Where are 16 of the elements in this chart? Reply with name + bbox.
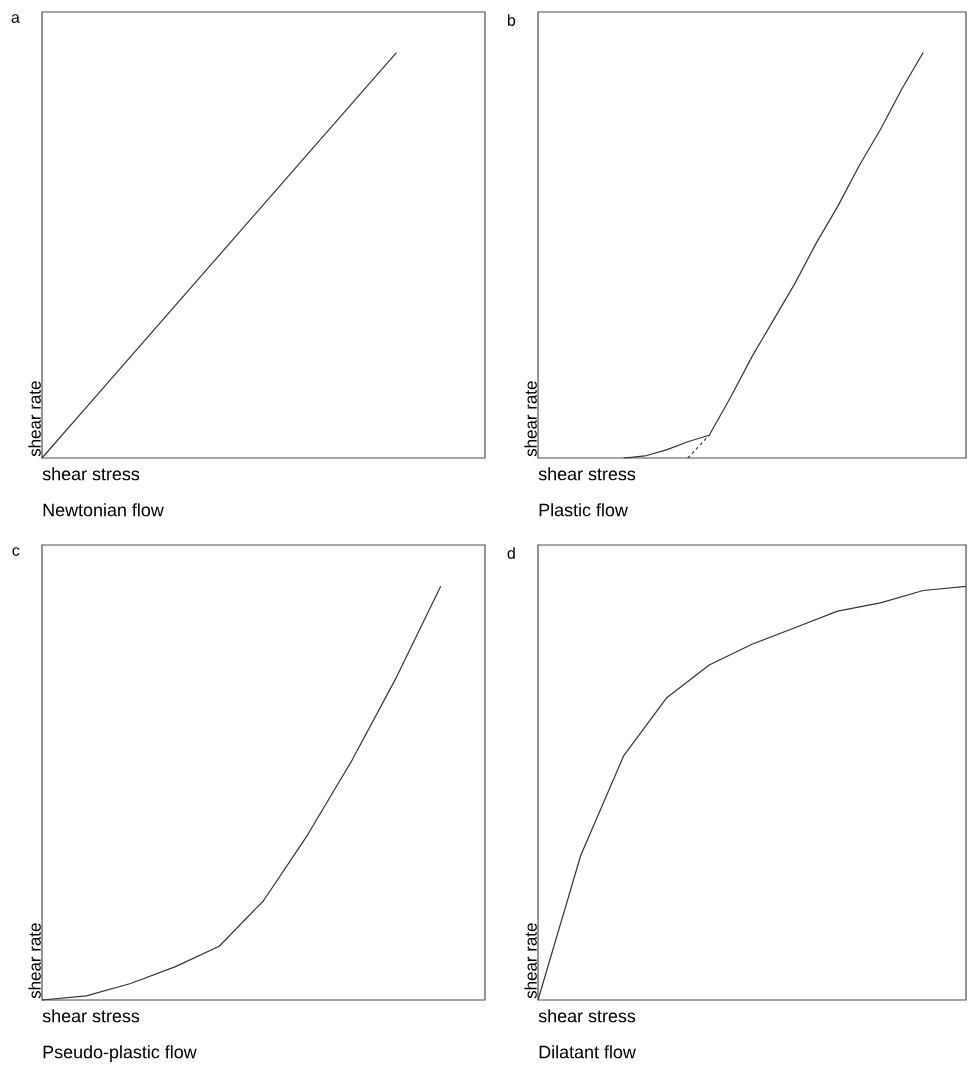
x-axis-title: shear stress xyxy=(538,467,636,481)
y-axis-title: shear rate xyxy=(524,923,537,999)
text: d xyxy=(507,547,515,559)
text: Plastic flow xyxy=(539,503,628,517)
text: a xyxy=(11,14,20,23)
text: Newtonian flow xyxy=(43,503,164,517)
text: Pseudo-plastic flow xyxy=(43,1045,197,1062)
text: c xyxy=(12,547,20,556)
x-axis-title: shear stress xyxy=(42,467,140,481)
y-axis-title: shear rate xyxy=(28,381,41,457)
x-axis-title: shear stress xyxy=(538,1009,636,1023)
text: Dilatant flow xyxy=(539,1045,636,1059)
text: b xyxy=(507,14,516,26)
x-axis-title: shear stress xyxy=(42,1009,140,1023)
y-axis-title: shear rate xyxy=(524,381,537,457)
y-axis-title: shear rate xyxy=(28,923,41,999)
